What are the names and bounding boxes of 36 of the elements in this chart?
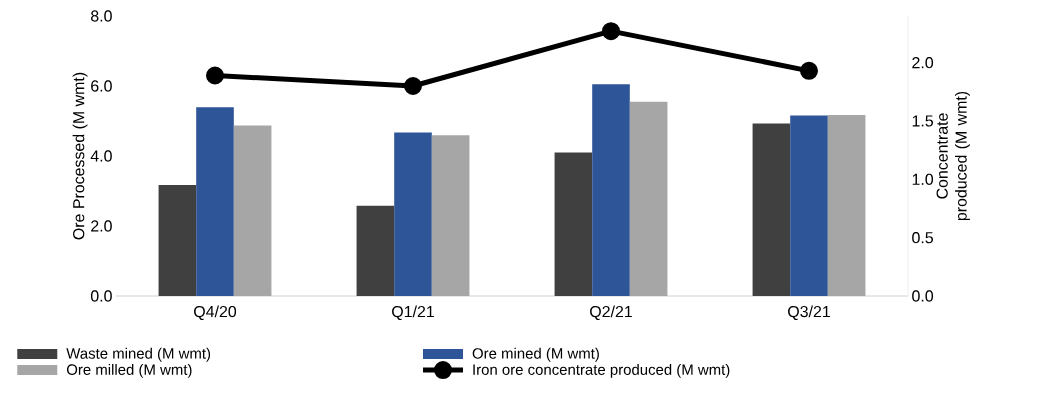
bar — [356, 205, 395, 296]
legend-label: Ore milled (M wmt) — [66, 363, 192, 378]
y-tick-label: 0.0 — [90, 290, 112, 302]
bar — [629, 101, 668, 296]
y-tick-label: 8.0 — [91, 10, 112, 22]
x-tick-label: Q1/21 — [392, 305, 434, 321]
point — [800, 61, 818, 80]
y2-tick-label: 1.5 — [912, 115, 934, 127]
point — [602, 22, 620, 41]
x-tick-label: Q3/21 — [788, 305, 830, 321]
bar — [158, 185, 197, 296]
bar — [790, 115, 828, 296]
x-tick-label: Q4/20 — [194, 305, 237, 321]
x-tick-label: Q2/21 — [590, 305, 632, 321]
bar — [431, 135, 470, 296]
y2-tick-label: 1.0 — [912, 173, 934, 185]
y-axis-title: Ore Processed (M wmt) — [72, 72, 88, 240]
bar — [233, 125, 272, 296]
bar — [554, 152, 593, 296]
y2-tick-label: 0.0 — [912, 290, 934, 302]
legend-label: Waste mined (M wmt) — [66, 347, 211, 362]
bar — [827, 115, 866, 296]
y-tick-label: 4.0 — [90, 150, 112, 162]
bar — [752, 123, 791, 296]
y2-axis-title: Concentrate produced (M wmt) — [936, 91, 970, 221]
y2-tick-label: 2.0 — [912, 57, 934, 69]
y2-tick-label: 0.5 — [912, 232, 934, 244]
bar — [196, 107, 234, 296]
bar — [394, 132, 432, 296]
point — [206, 66, 224, 85]
y-tick-label: 2.0 — [91, 220, 112, 232]
y-tick-label: 6.0 — [91, 80, 112, 92]
point — [404, 77, 422, 95]
bar — [592, 84, 630, 296]
legend-label: Iron ore concentrate produced (M wmt) — [473, 363, 730, 378]
legend-label: Ore mined (M wmt) — [472, 347, 599, 362]
